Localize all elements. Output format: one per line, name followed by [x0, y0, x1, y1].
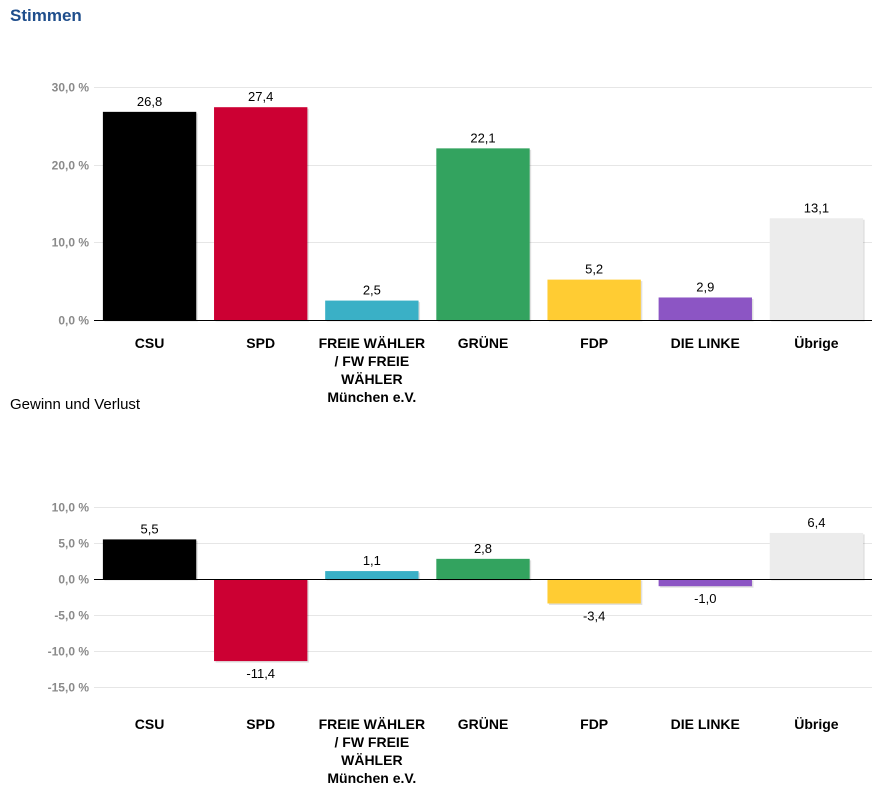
- category-label: FREIE WÄHLER / FW FREIE WÄHLER München e.V.: [312, 334, 432, 406]
- data-label: 5,2: [585, 262, 603, 277]
- category-label-line: FDP: [580, 716, 609, 732]
- chart-title-stimmen: Stimmen: [10, 6, 82, 25]
- data-label: 13,1: [804, 200, 829, 215]
- category-label: GRÜNE: [423, 715, 543, 733]
- category-label: GRÜNE: [423, 334, 543, 352]
- data-label: 26,8: [137, 94, 162, 109]
- category-label-line: WÄHLER: [341, 371, 403, 387]
- y-tick-label: 20,0 %: [52, 159, 90, 173]
- category-label-line: Übrige: [794, 716, 839, 732]
- bar-übrige: [769, 532, 864, 579]
- bar-die-linke: [658, 297, 752, 320]
- data-label: 6,4: [807, 515, 825, 530]
- category-label: CSU: [90, 334, 210, 352]
- data-label: -11,4: [246, 666, 275, 681]
- category-label-line: / FW FREIE: [334, 734, 410, 750]
- bar-fdp: [547, 279, 641, 320]
- category-label-line: Übrige: [794, 335, 839, 351]
- data-label: 27,4: [248, 89, 273, 104]
- data-label: 22,1: [470, 130, 495, 145]
- category-label: Übrige: [756, 334, 876, 352]
- category-label-line: SPD: [246, 335, 276, 351]
- category-label: FDP: [534, 715, 654, 733]
- category-label: FDP: [534, 334, 654, 352]
- category-label-line: WÄHLER: [341, 752, 403, 768]
- category-label-line: CSU: [134, 335, 165, 351]
- category-label: DIE LINKE: [645, 715, 765, 733]
- data-label: 2,5: [363, 283, 381, 298]
- bar-fdp: [547, 579, 641, 604]
- category-label: CSU: [90, 715, 210, 733]
- gewinn-verlust-chart: -15,0 % -10,0 % -5,0 % 0,0 % 5,0 % 10,0 % 5,5 -…: [48, 501, 872, 695]
- bar-spd: [214, 107, 308, 321]
- category-label: SPD: [201, 715, 321, 733]
- category-label-line: CSU: [134, 716, 165, 732]
- bar-die-linke: [658, 579, 752, 587]
- chart-title-gewinn-verlust: Gewinn und Verlust: [10, 396, 141, 413]
- bar-grüne: [436, 148, 530, 320]
- data-label: 2,9: [696, 279, 714, 294]
- data-label: -1,0: [694, 591, 716, 606]
- data-label: 1,1: [363, 553, 381, 568]
- category-label-line: GRÜNE: [457, 716, 509, 732]
- category-label-line: GRÜNE: [457, 335, 509, 351]
- bar-freie-wähler-fw-freie-wähler-münchen-e-v-: [325, 571, 419, 579]
- y-tick-label: 0,0 %: [58, 573, 89, 587]
- category-label-line: DIE LINKE: [670, 716, 740, 732]
- category-label-line: München e.V.: [327, 389, 417, 405]
- bar-übrige: [769, 218, 864, 320]
- category-label: SPD: [201, 334, 321, 352]
- category-label-line: SPD: [246, 716, 276, 732]
- bar-spd: [214, 579, 308, 662]
- y-tick-label: -10,0 %: [48, 645, 90, 659]
- category-label-line: FDP: [580, 335, 609, 351]
- y-tick-label: 10,0 %: [52, 236, 90, 250]
- y-tick-label: -5,0 %: [54, 609, 89, 623]
- y-tick-label: 10,0 %: [52, 501, 90, 515]
- bar-csu: [102, 539, 197, 579]
- y-tick-label: 5,0 %: [58, 537, 89, 551]
- category-label: FREIE WÄHLER / FW FREIE WÄHLER München e.V.: [312, 715, 432, 787]
- category-label: Übrige: [756, 715, 876, 733]
- y-tick-label: 0,0 %: [58, 314, 89, 328]
- category-label-line: FREIE WÄHLER: [318, 335, 426, 351]
- category-label-line: / FW FREIE: [334, 353, 410, 369]
- data-label: -3,4: [583, 608, 605, 623]
- bar-csu: [102, 111, 197, 320]
- y-tick-label: -15,0 %: [48, 681, 90, 695]
- bar-grüne: [436, 558, 530, 579]
- data-label: 5,5: [141, 521, 159, 536]
- category-label-line: FREIE WÄHLER: [318, 716, 426, 732]
- category-label: DIE LINKE: [645, 334, 765, 352]
- bar-freie-wähler-fw-freie-wähler-münchen-e-v-: [325, 300, 419, 320]
- category-label-line: DIE LINKE: [670, 335, 740, 351]
- stimmen-chart: 0,0 % 10,0 % 20,0 % 30,0 % 26,8 27,4 2,5 22,1 5,…: [52, 81, 872, 328]
- data-label: 2,8: [474, 541, 492, 556]
- category-label-line: München e.V.: [327, 770, 417, 786]
- y-tick-label: 30,0 %: [52, 81, 90, 95]
